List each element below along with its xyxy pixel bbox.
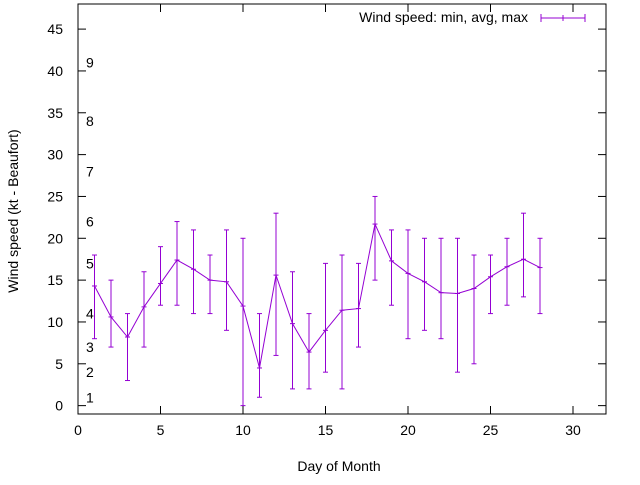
- x-axis-label: Day of Month: [297, 458, 380, 474]
- y-tick-label: 15: [47, 272, 63, 288]
- error-bar-day-23: [455, 237, 460, 373]
- error-bar-day-15: [323, 262, 328, 373]
- error-bar-day-8: [207, 254, 213, 315]
- error-bar-day-13: [290, 271, 295, 390]
- error-bar-day-20: [405, 229, 411, 340]
- y-axis-label: Wind speed (kt - Beaufort): [5, 129, 21, 292]
- legend: Wind speed: min, avg, max: [359, 9, 586, 25]
- beaufort-labels: 1 2 3 4 5 6 7 8 9: [86, 55, 94, 406]
- error-bar-day-12: [273, 212, 279, 356]
- error-bar-day-10: [240, 237, 246, 407]
- x-tick-label: 20: [400, 422, 416, 438]
- x-tick-label: 30: [565, 422, 581, 438]
- error-bar-day-28: [537, 237, 543, 315]
- legend-label: Wind speed: min, avg, max: [359, 9, 528, 25]
- x-tick-label: 25: [483, 422, 499, 438]
- error-bar-day-5: [158, 246, 163, 306]
- error-bar-day-7: [191, 229, 196, 315]
- error-bar-day-11: [257, 313, 262, 398]
- error-bar-day-19: [389, 229, 394, 306]
- beaufort-label-9: 9: [86, 55, 94, 71]
- error-bar-day-21: [422, 237, 427, 331]
- error-bar-day-2: [108, 279, 114, 348]
- error-bar-day-18: [372, 195, 378, 281]
- beaufort-label-2: 2: [86, 364, 94, 380]
- x-tick-label: 0: [74, 422, 82, 438]
- y-tick-label: 10: [47, 314, 63, 330]
- error-bar-day-3: [125, 313, 130, 382]
- beaufort-label-4: 4: [86, 306, 94, 322]
- x-axis-ticks: 0 5 10 15 20 25 30: [74, 4, 581, 438]
- beaufort-label-3: 3: [86, 339, 94, 355]
- error-bar-day-17: [356, 262, 361, 348]
- plot-area: [92, 195, 543, 407]
- y-tick-label: 20: [47, 230, 63, 246]
- plot-frame: [77, 3, 607, 415]
- y-tick-label: 45: [47, 21, 63, 37]
- y-tick-label: 5: [55, 356, 63, 372]
- error-bar-day-24: [471, 254, 477, 365]
- x-tick-label: 15: [318, 422, 334, 438]
- error-bar-day-4: [141, 271, 147, 348]
- y-tick-label: 30: [47, 147, 63, 163]
- error-bar-day-25: [488, 254, 493, 315]
- series-line-avg: [94, 222, 541, 369]
- beaufort-label-5: 5: [86, 255, 94, 271]
- error-bar-day-1: [92, 254, 97, 340]
- y-tick-label: 0: [55, 398, 63, 414]
- error-bar-day-9: [224, 229, 229, 331]
- beaufort-label-6: 6: [86, 214, 94, 230]
- x-tick-label: 5: [157, 422, 165, 438]
- error-bar-day-22: [438, 237, 444, 340]
- x-tick-label: 10: [235, 422, 251, 438]
- y-tick-label: 40: [47, 63, 63, 79]
- error-bar-day-6: [174, 221, 180, 306]
- error-bar-day-27: [521, 212, 526, 298]
- y-tick-label: 35: [47, 105, 63, 121]
- error-bar-day-16: [339, 254, 345, 390]
- beaufort-label-1: 1: [86, 389, 94, 405]
- y-tick-label: 25: [47, 188, 63, 204]
- error-bar-day-26: [504, 237, 510, 306]
- beaufort-label-8: 8: [86, 113, 94, 129]
- beaufort-label-7: 7: [86, 163, 94, 179]
